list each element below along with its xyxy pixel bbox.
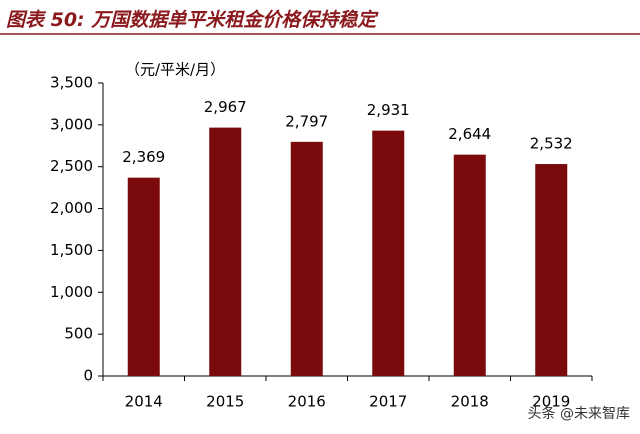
- value-label: 2,931: [367, 101, 410, 119]
- bar: [209, 127, 242, 376]
- value-label: 2,967: [204, 98, 247, 116]
- y-tick-label: 3,500: [50, 74, 93, 92]
- y-tick-label: 1,000: [50, 283, 93, 301]
- bar: [535, 164, 568, 376]
- y-tick-label: 2,500: [50, 157, 93, 175]
- y-tick-label: 0: [83, 367, 93, 385]
- x-tick-label: 2019: [532, 393, 570, 411]
- x-tick-label: 2018: [451, 393, 489, 411]
- y-tick-label: 1,500: [50, 241, 93, 259]
- value-label: 2,532: [530, 135, 573, 153]
- bar: [453, 154, 486, 376]
- chart-title: 图表 50: 万国数据单平米租金价格保持稳定: [6, 9, 379, 31]
- value-label: 2,797: [285, 112, 328, 130]
- x-tick-label: 2014: [125, 393, 163, 411]
- bar: [290, 141, 323, 376]
- watermark: 头条 @未来智库: [528, 405, 630, 422]
- x-tick-label: 2017: [369, 393, 407, 411]
- unit-label: （元/平米/月）: [125, 61, 225, 79]
- value-label: 2,369: [122, 148, 165, 166]
- bar: [372, 130, 405, 376]
- x-tick-label: 2015: [206, 393, 244, 411]
- x-tick-label: 2016: [288, 393, 326, 411]
- y-tick-label: 2,000: [50, 199, 93, 217]
- bar: [127, 177, 160, 376]
- y-tick-label: 3,000: [50, 115, 93, 133]
- y-tick-label: 500: [64, 325, 93, 343]
- value-label: 2,644: [448, 125, 491, 143]
